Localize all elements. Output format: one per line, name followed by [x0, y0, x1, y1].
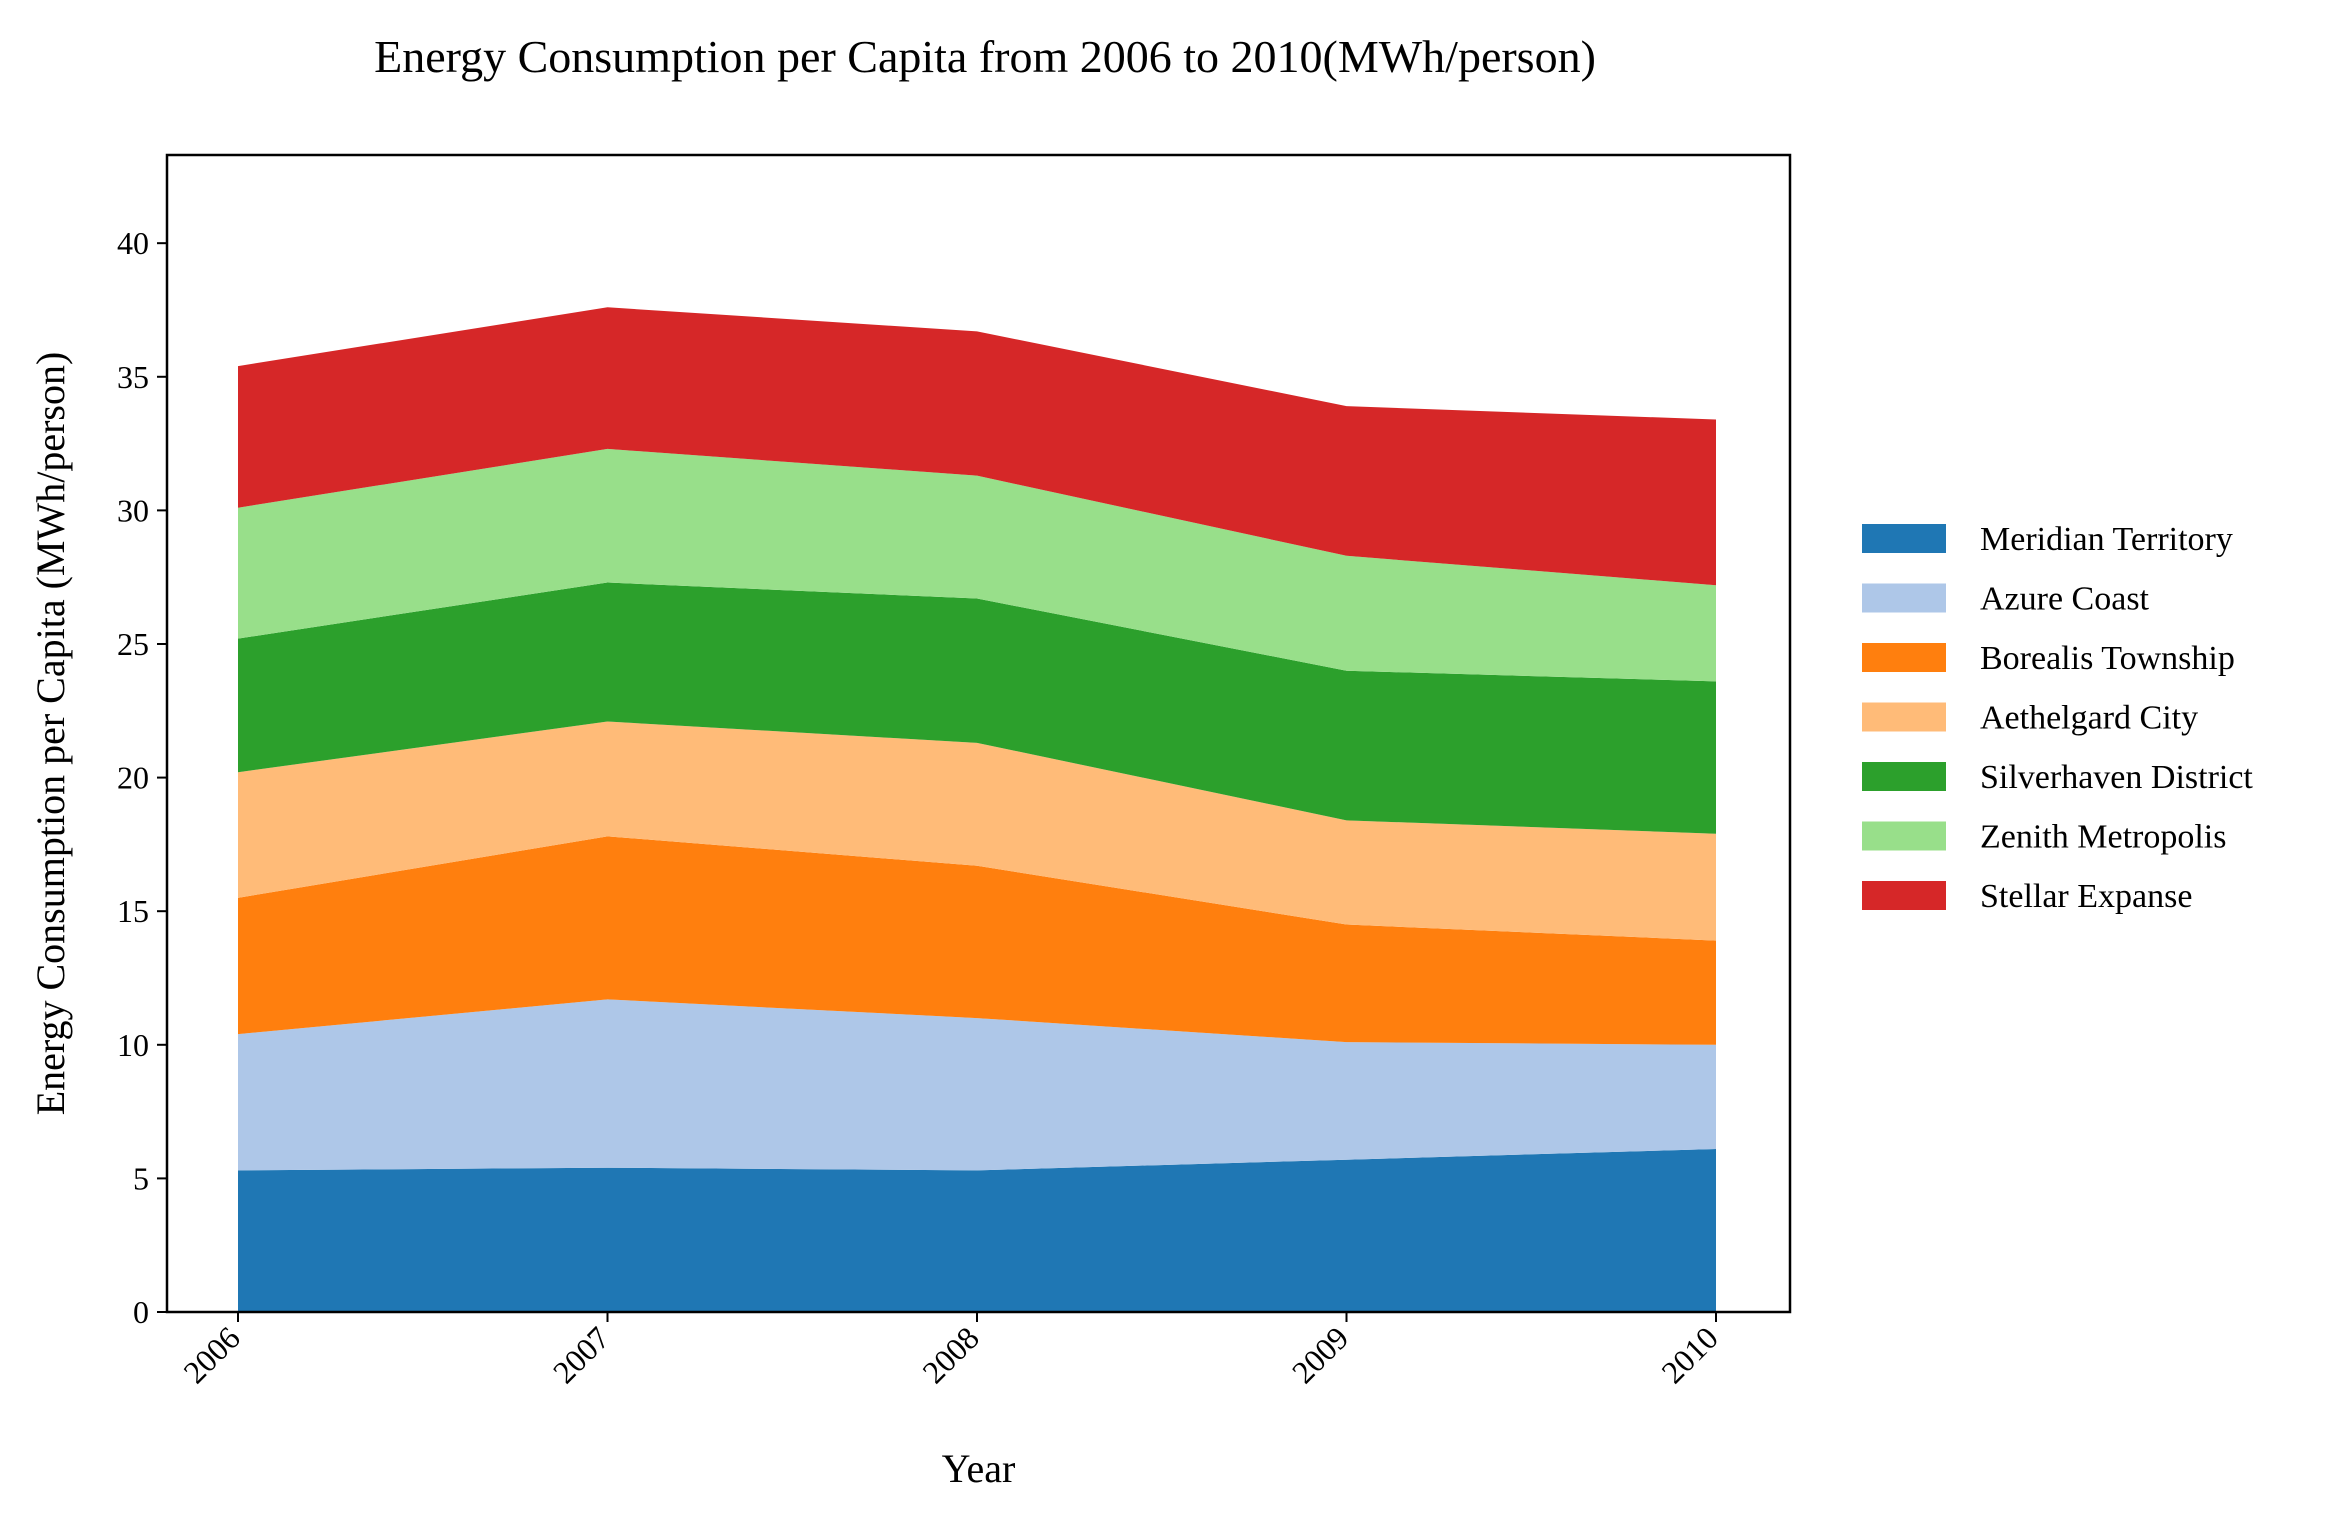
- legend-swatch-silverhaven-district: [1862, 762, 1946, 791]
- legend-swatch-aethelgard-city: [1862, 702, 1946, 732]
- x-tick-label: 2006: [176, 1319, 247, 1390]
- legend-label-meridian-territory: Meridian Territory: [1980, 521, 2233, 558]
- y-tick-label: 35: [117, 359, 149, 395]
- y-tick-label: 30: [117, 492, 149, 528]
- y-tick-label: 10: [117, 1027, 149, 1063]
- legend-swatch-stellar-expanse: [1862, 881, 1946, 910]
- y-axis-label: Energy Consumption per Capita (MWh/perso…: [28, 352, 73, 1116]
- y-tick-label: 40: [117, 225, 149, 261]
- area-aethelgard-city: [238, 721, 1716, 941]
- legend-swatch-zenith-metropolis: [1862, 821, 1946, 851]
- y-tick-label: 5: [133, 1160, 149, 1196]
- x-tick-label: 2009: [1285, 1319, 1356, 1390]
- x-tick-label: 2008: [915, 1319, 986, 1390]
- area-meridian-territory: [238, 1149, 1716, 1312]
- legend: Meridian Territory Azure Coast Borealis To…: [1862, 521, 2253, 915]
- x-axis-label: Year: [942, 1446, 1016, 1491]
- legend-label-stellar-expanse: Stellar Expanse: [1980, 878, 2192, 915]
- x-tick-label: 2007: [546, 1319, 617, 1390]
- x-tick-label: 2010: [1654, 1319, 1725, 1390]
- legend-swatch-meridian-territory: [1862, 524, 1946, 553]
- legend-swatch-borealis-township: [1862, 643, 1946, 672]
- y-tick-label: 15: [117, 893, 149, 929]
- y-axis: 0 5 10 15 20 25 30 35 40: [117, 225, 167, 1330]
- plot-frame: [165, 153, 1792, 1314]
- legend-label-silverhaven-district: Silverhaven District: [1980, 759, 2253, 796]
- legend-label-zenith-metropolis: Zenith Metropolis: [1980, 819, 2226, 856]
- area-layers: [238, 307, 1716, 1312]
- area-silverhaven-district: [238, 582, 1716, 834]
- area-stellar-expanse: [238, 307, 1716, 586]
- chart-title: Energy Consumption per Capita from 2006 …: [374, 31, 1596, 82]
- area-zenith-metropolis: [238, 448, 1716, 682]
- y-tick-label: 20: [117, 760, 149, 796]
- area-borealis-township: [238, 836, 1716, 1045]
- legend-label-aethelgard-city: Aethelgard City: [1980, 700, 2198, 737]
- legend-swatch-azure-coast: [1862, 583, 1946, 613]
- legend-label-azure-coast: Azure Coast: [1980, 581, 2150, 618]
- area-azure-coast: [238, 999, 1716, 1171]
- x-axis: 2006 2007 2008 2009 2010: [176, 1312, 1725, 1390]
- legend-label-borealis-township: Borealis Township: [1980, 640, 2235, 677]
- y-tick-label: 25: [117, 626, 149, 662]
- y-tick-label: 0: [133, 1294, 149, 1330]
